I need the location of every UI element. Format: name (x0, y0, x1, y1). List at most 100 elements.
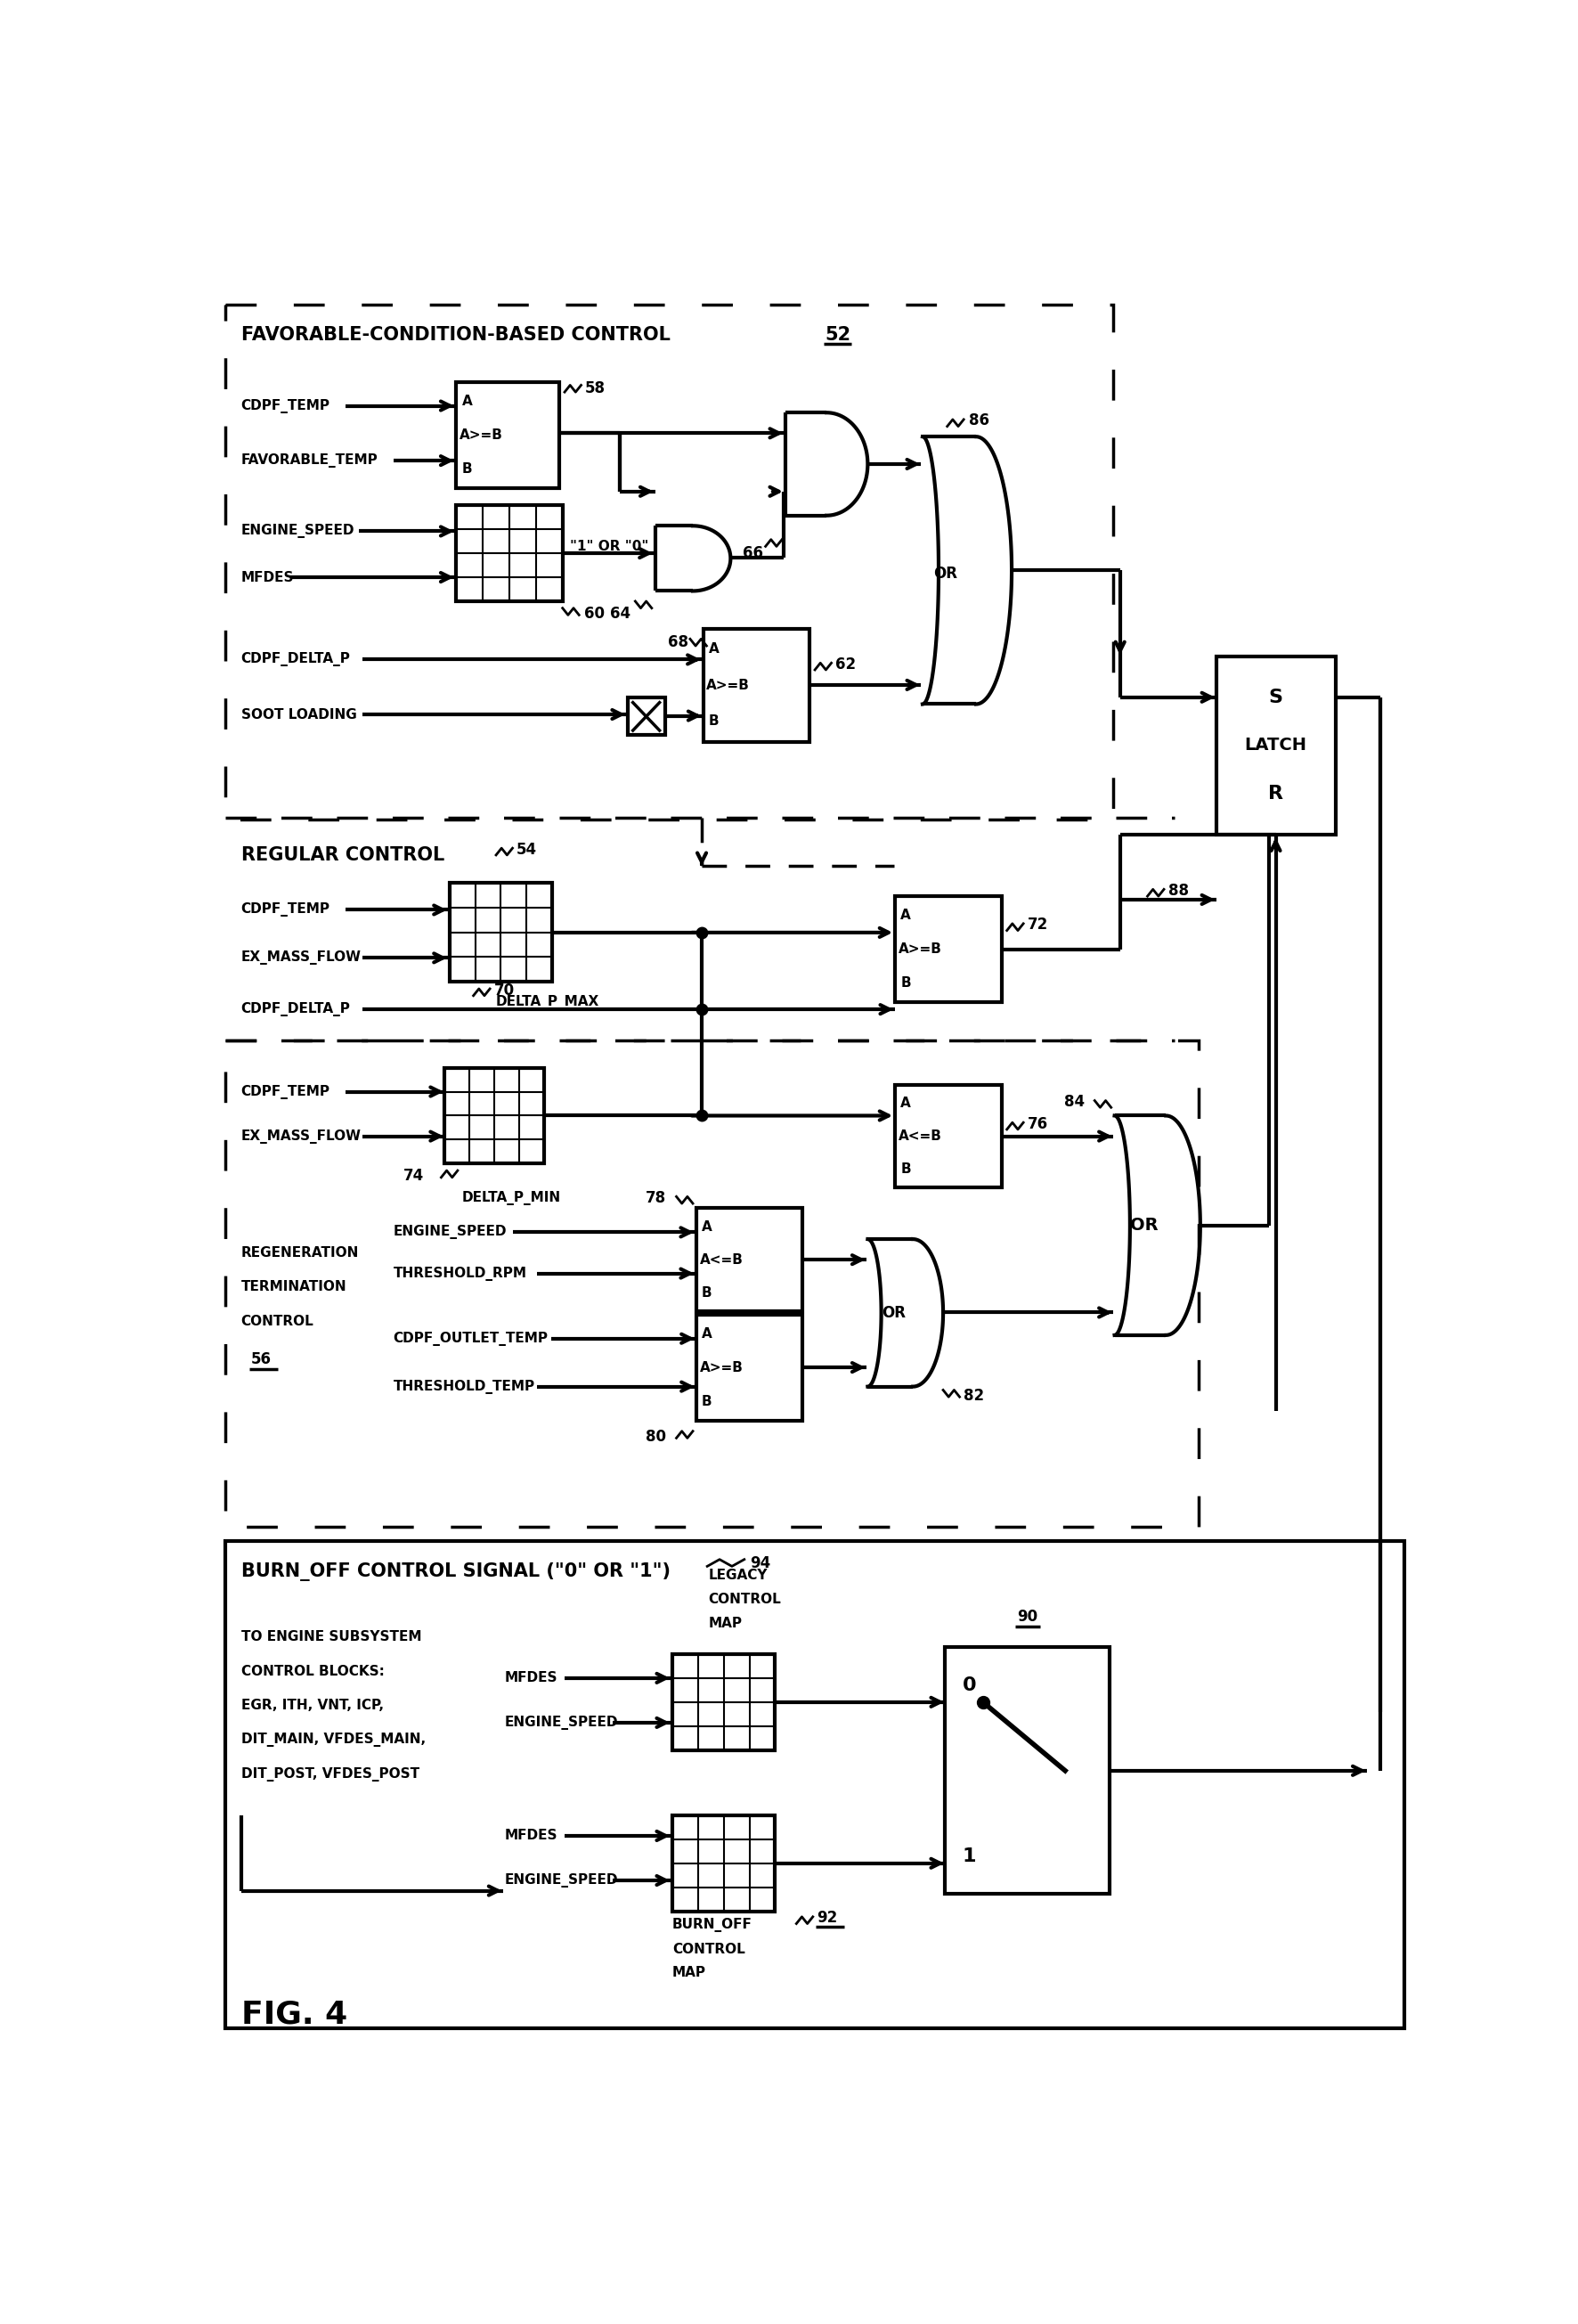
Text: 66: 66 (743, 546, 764, 562)
Text: DIT_MAIN, VFDES_MAIN,: DIT_MAIN, VFDES_MAIN, (241, 1734, 426, 1748)
Text: MFDES: MFDES (505, 1671, 557, 1685)
Text: 56: 56 (251, 1350, 271, 1367)
Bar (226, 1041, 1199, 1527)
Text: THRESHOLD_RPM: THRESHOLD_RPM (393, 1267, 527, 1281)
Text: OR: OR (934, 565, 958, 581)
Bar (945, 1648, 1109, 1894)
Text: A: A (901, 1097, 911, 1111)
Text: 80: 80 (645, 1429, 666, 1446)
Bar (704, 630, 810, 741)
Bar (450, 883, 552, 983)
Text: DELTA_P_MIN: DELTA_P_MIN (462, 1190, 560, 1206)
Text: "1" OR "0": "1" OR "0" (570, 539, 649, 553)
Bar (445, 1067, 544, 1164)
Text: 72: 72 (1027, 918, 1048, 932)
Text: A>=B: A>=B (459, 428, 503, 442)
Text: LEGACY: LEGACY (709, 1569, 768, 1583)
Text: 52: 52 (825, 325, 851, 344)
Text: A: A (709, 641, 720, 655)
Text: 68: 68 (667, 634, 688, 651)
Bar (628, 697, 666, 734)
Text: LATCH: LATCH (1245, 737, 1307, 753)
Bar (456, 381, 559, 488)
Text: A>=B: A>=B (898, 944, 942, 955)
Text: DELTA_P_MAX: DELTA_P_MAX (495, 995, 600, 1009)
Text: MFDES: MFDES (505, 1829, 557, 1843)
Bar (696, 1208, 803, 1311)
Text: A>=B: A>=B (699, 1362, 743, 1373)
Text: EGR, ITH, VNT, ICP,: EGR, ITH, VNT, ICP, (241, 1699, 383, 1713)
Text: A<=B: A<=B (699, 1253, 743, 1267)
Text: B: B (702, 1394, 712, 1408)
Bar (456, 504, 563, 602)
Text: REGENERATION: REGENERATION (241, 1246, 358, 1260)
Bar (696, 1315, 803, 1420)
Text: 1: 1 (963, 1848, 977, 1866)
Text: FAVORABLE-CONDITION-BASED CONTROL: FAVORABLE-CONDITION-BASED CONTROL (241, 325, 671, 344)
Text: 62: 62 (835, 655, 855, 672)
Text: B: B (709, 716, 720, 727)
Text: A: A (901, 909, 911, 923)
Text: B: B (702, 1285, 712, 1299)
Text: 78: 78 (645, 1190, 666, 1206)
Text: EX_MASS_FLOW: EX_MASS_FLOW (241, 951, 361, 964)
Bar (895, 897, 1002, 1002)
Bar (226, 1541, 1404, 2029)
Text: THRESHOLD_TEMP: THRESHOLD_TEMP (393, 1380, 535, 1394)
Text: R: R (1269, 786, 1283, 802)
Text: OR: OR (882, 1306, 906, 1322)
Text: CONTROL: CONTROL (709, 1592, 781, 1606)
Text: B: B (901, 976, 911, 990)
Text: ENGINE_SPEED: ENGINE_SPEED (393, 1225, 507, 1239)
Text: 88: 88 (1168, 883, 1188, 899)
Text: OR: OR (1130, 1218, 1158, 1234)
Bar (672, 1655, 775, 1750)
Text: 86: 86 (969, 414, 989, 430)
Text: MAP: MAP (709, 1618, 743, 1629)
Text: 70: 70 (494, 983, 514, 999)
Text: FAVORABLE_TEMP: FAVORABLE_TEMP (241, 453, 377, 467)
Text: FIG. 4: FIG. 4 (241, 1999, 347, 2029)
Text: 76: 76 (1027, 1116, 1048, 1132)
Text: A>=B: A>=B (707, 679, 750, 693)
Bar (226, 304, 1112, 820)
Text: MAP: MAP (672, 1966, 705, 1980)
Text: CDPF_DELTA_P: CDPF_DELTA_P (241, 1002, 350, 1016)
Text: 90: 90 (1018, 1608, 1038, 1624)
Text: A: A (702, 1327, 712, 1341)
Text: ENGINE_SPEED: ENGINE_SPEED (505, 1873, 619, 1887)
Text: TERMINATION: TERMINATION (241, 1281, 347, 1294)
Text: 84: 84 (1064, 1095, 1084, 1111)
Text: CONTROL: CONTROL (241, 1315, 314, 1327)
Text: TO ENGINE SUBSYSTEM: TO ENGINE SUBSYSTEM (241, 1629, 421, 1643)
Text: 54: 54 (516, 841, 537, 858)
Text: CDPF_TEMP: CDPF_TEMP (241, 1085, 330, 1099)
Text: 94: 94 (750, 1555, 770, 1571)
Text: DIT_POST, VFDES_POST: DIT_POST, VFDES_POST (241, 1766, 420, 1780)
Text: 64: 64 (609, 607, 631, 621)
Text: 0: 0 (963, 1676, 977, 1694)
Text: B: B (462, 462, 472, 476)
Bar (1217, 655, 1337, 834)
Text: BURN_OFF: BURN_OFF (672, 1917, 753, 1931)
Text: B: B (901, 1162, 911, 1176)
Text: 82: 82 (964, 1387, 985, 1404)
Text: CDPF_OUTLET_TEMP: CDPF_OUTLET_TEMP (393, 1332, 548, 1346)
Text: 92: 92 (817, 1910, 838, 1927)
Text: ENGINE_SPEED: ENGINE_SPEED (505, 1715, 619, 1729)
Text: BURN_OFF CONTROL SIGNAL ("0" OR "1"): BURN_OFF CONTROL SIGNAL ("0" OR "1") (241, 1562, 671, 1580)
Text: S: S (1269, 688, 1283, 706)
Text: 60: 60 (584, 607, 604, 621)
Text: CONTROL: CONTROL (672, 1943, 745, 1957)
Text: CDPF_TEMP: CDPF_TEMP (241, 902, 330, 918)
Text: EX_MASS_FLOW: EX_MASS_FLOW (241, 1129, 361, 1143)
Text: A: A (462, 395, 472, 407)
Text: A<=B: A<=B (898, 1129, 942, 1143)
Text: A: A (702, 1220, 712, 1234)
Text: CDPF_DELTA_P: CDPF_DELTA_P (241, 653, 350, 667)
Text: 58: 58 (585, 381, 606, 397)
Text: REGULAR CONTROL: REGULAR CONTROL (241, 846, 445, 865)
Bar (672, 1815, 775, 1910)
Text: MFDES: MFDES (241, 572, 294, 583)
Text: CDPF_TEMP: CDPF_TEMP (241, 400, 330, 414)
